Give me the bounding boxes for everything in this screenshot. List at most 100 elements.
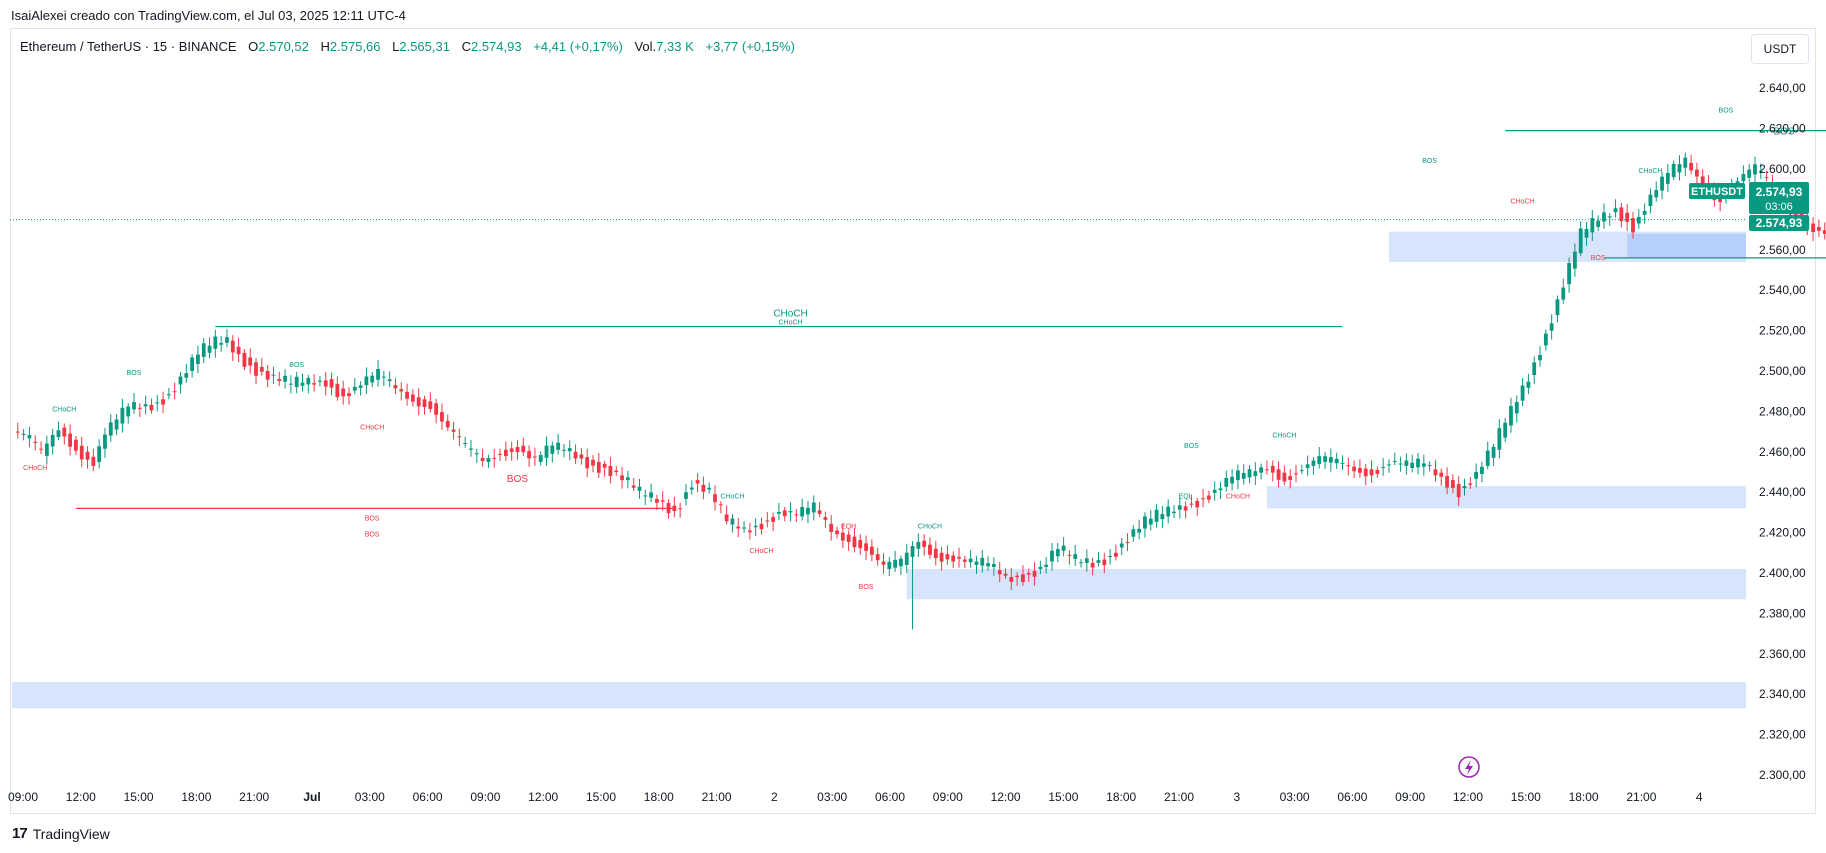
candle-body [800,506,805,517]
candle-body [190,357,195,371]
candle [1363,464,1368,486]
candle-body [759,523,764,530]
structure-label: BOS [289,362,304,369]
candle-body [27,435,32,439]
candle [132,393,136,414]
candle [277,371,282,386]
candle-body [33,441,38,443]
candle [91,448,96,472]
candle-body [608,465,613,476]
candle [1201,489,1205,508]
candle [1148,509,1153,531]
candle [1026,568,1031,583]
high-value: 2.575,66 [329,39,381,54]
candle-body [1671,163,1676,178]
candle-body [625,477,630,481]
candle [893,550,898,572]
candle [161,391,165,414]
candle-body [1619,207,1624,222]
candle [1160,506,1165,529]
currency-button[interactable]: USDT [1751,34,1809,64]
candle-body [236,346,241,355]
candle [143,395,148,415]
candle [370,371,375,388]
candle [811,495,816,521]
candle-body [631,485,636,488]
candle-body [1294,473,1298,475]
candle [376,360,380,387]
candle-body [1392,460,1397,462]
candle [1468,476,1473,489]
candle-body [840,532,845,541]
candle [1509,397,1513,433]
candle [27,426,32,448]
candle-body [1137,528,1142,533]
tradingview-logo[interactable]: 17 TradingView [12,825,110,842]
candle [1352,460,1357,478]
candle-body [1061,545,1066,551]
candle-body [1450,480,1455,488]
candle [933,540,938,566]
candle [358,381,363,396]
symbol-name[interactable]: Ethereum / TetherUS · 15 · BINANCE [20,39,237,54]
candle [1811,217,1815,242]
candle [1817,219,1821,237]
candle-body [155,402,160,404]
candle-body [219,343,224,345]
candle-body [300,382,305,386]
candle-body [492,457,497,459]
candle-body [1131,529,1136,537]
candle-body [358,385,363,388]
candle-body [637,486,642,491]
symbol-legend[interactable]: Ethereum / TetherUS · 15 · BINANCE O2.57… [20,39,795,54]
candle [1189,494,1194,508]
candle [1084,549,1089,572]
candle [259,358,264,376]
candle [521,437,526,457]
candle-body [1695,169,1699,177]
candle-body [1352,466,1357,472]
candle [585,448,590,478]
candle [178,372,183,394]
candle [271,366,276,384]
candle-body [957,556,961,559]
candle [306,374,311,394]
candle-body [1526,381,1531,388]
structure-label: BOS [365,515,380,522]
candle [759,517,764,535]
candle-body [1282,472,1287,482]
candle-body [1433,469,1438,476]
candle [1206,490,1211,504]
candle [1648,188,1653,214]
candle-body [544,445,549,458]
candle [1259,463,1264,480]
candle [1654,181,1659,202]
candle-body [1654,190,1659,198]
candle [283,369,287,389]
candle-body [1218,488,1223,491]
candle [1305,455,1310,476]
candle-body [701,484,706,492]
x-axis-tick-label: 12:00 [991,790,1021,804]
candle-body [782,510,787,517]
candle [1660,172,1664,200]
candle-body [1079,562,1083,564]
candle [672,496,677,518]
candle-body [97,446,102,462]
candle [922,534,927,556]
candle [538,451,543,466]
candle [689,480,694,495]
candle [1590,209,1595,241]
price-badge-close-value: 2.574,93 [1756,216,1803,230]
candle-body [1561,287,1566,300]
high-label: H [320,39,330,54]
candle-body [573,451,578,459]
candle [440,403,444,430]
candle-body [835,530,839,535]
candle-body [951,555,956,562]
candle-body [463,442,468,444]
candle-body [928,544,932,555]
candle-body [399,389,404,392]
candle [137,403,142,417]
